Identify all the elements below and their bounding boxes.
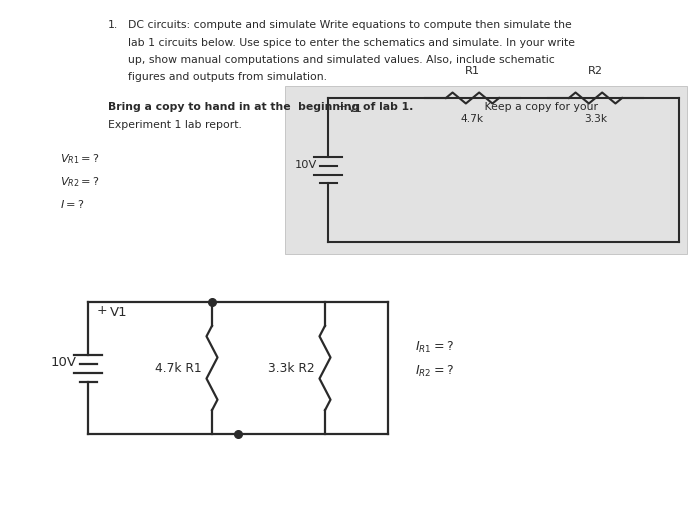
Text: Bring a copy to hand in at the  beginning of lab 1.: Bring a copy to hand in at the beginning… (108, 102, 414, 112)
Text: V1: V1 (110, 306, 127, 319)
Text: $I = ?$: $I = ?$ (60, 198, 85, 210)
Text: 3.3k R2: 3.3k R2 (268, 362, 315, 375)
FancyBboxPatch shape (285, 86, 687, 254)
Text: Keep a copy for your: Keep a copy for your (481, 102, 598, 112)
Text: R2: R2 (588, 66, 603, 76)
Text: 1.: 1. (108, 20, 118, 30)
Text: 10V: 10V (51, 355, 77, 369)
Text: DC circuits: compute and simulate Write equations to compute then simulate the: DC circuits: compute and simulate Write … (128, 20, 572, 30)
Text: lab 1 circuits below. Use spice to enter the schematics and simulate. In your wr: lab 1 circuits below. Use spice to enter… (128, 37, 575, 47)
Text: $I_{R1} = ?$: $I_{R1} = ?$ (415, 340, 454, 355)
Text: R1: R1 (465, 66, 480, 76)
Text: 4.7k: 4.7k (461, 114, 484, 124)
Text: up, show manual computations and simulated values. Also, include schematic: up, show manual computations and simulat… (128, 55, 554, 65)
Text: +: + (97, 304, 108, 317)
Text: $V_{R1} = ?$: $V_{R1} = ?$ (60, 152, 100, 166)
Text: figures and outputs from simulation.: figures and outputs from simulation. (128, 72, 327, 82)
Text: 10V: 10V (295, 160, 317, 170)
Text: Experiment 1 lab report.: Experiment 1 lab report. (108, 120, 242, 129)
Text: 4.7k R1: 4.7k R1 (155, 362, 202, 375)
Text: $I_{R2} = ?$: $I_{R2} = ?$ (415, 364, 454, 379)
Text: 3.3k: 3.3k (584, 114, 607, 124)
Text: +: + (337, 102, 346, 112)
Text: $V_{R2}= ?$: $V_{R2}= ?$ (60, 175, 100, 189)
Text: V1: V1 (348, 104, 363, 114)
